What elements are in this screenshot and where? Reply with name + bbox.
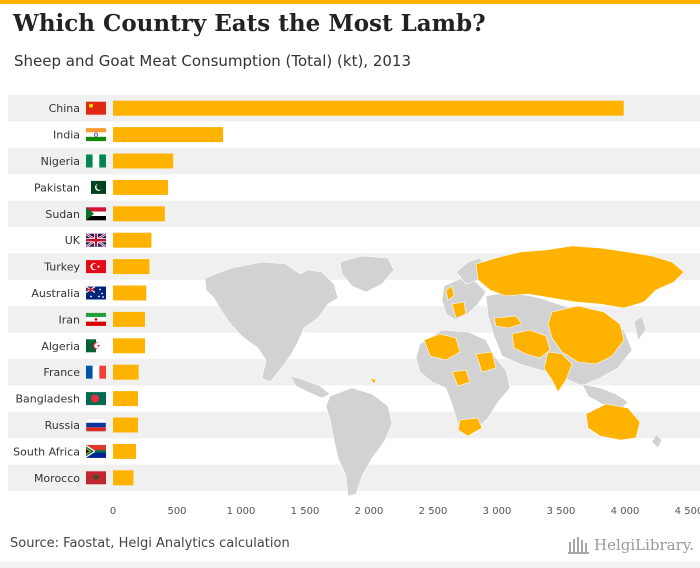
x-tick-label: 3 000	[483, 506, 512, 517]
bar	[113, 259, 150, 275]
map-sudan	[475, 351, 497, 373]
map-algeria-morocco	[423, 333, 461, 361]
map-caribbean	[369, 377, 377, 385]
flag-icon	[86, 312, 106, 326]
category-label: France	[43, 366, 80, 379]
bar	[113, 417, 138, 433]
chart-subtitle: Sheep and Goat Meat Consumption (Total) …	[14, 52, 412, 70]
category-label: Sudan	[45, 208, 80, 221]
category-label: Russia	[45, 419, 80, 432]
map-new-zealand	[651, 433, 663, 449]
x-tick-label: 2 000	[355, 506, 384, 517]
x-tick-label: 3 500	[547, 506, 576, 517]
source-note: Source: Faostat, Helgi Analytics calcula…	[10, 536, 290, 551]
category-label: China	[49, 102, 80, 115]
x-tick-label: 1 000	[227, 506, 256, 517]
flag-icon	[85, 418, 107, 432]
bar	[113, 470, 134, 486]
flags	[85, 101, 107, 485]
map-south-america	[325, 387, 393, 497]
row-stripe	[8, 200, 700, 227]
bar	[113, 338, 145, 354]
category-label: Morocco	[34, 472, 80, 485]
map-turkey	[493, 315, 523, 329]
flag-icon	[86, 339, 106, 353]
flag-icon	[85, 232, 107, 248]
map-pakistan-iran	[511, 329, 551, 359]
map-russia	[475, 245, 685, 309]
category-label: Nigeria	[41, 155, 80, 168]
flag-icon	[86, 260, 106, 274]
category-label: Turkey	[43, 261, 80, 274]
flag-icon	[85, 286, 106, 300]
map-australia	[585, 403, 641, 441]
map-north-america	[204, 261, 339, 383]
flag-icon	[86, 154, 106, 168]
map-nigeria	[451, 369, 471, 387]
category-label: Algeria	[41, 340, 80, 353]
x-tick-label: 4 000	[611, 506, 640, 517]
x-tick-label: 1 500	[291, 506, 320, 517]
bar	[113, 232, 152, 248]
bar-chart: China India Nigeria Pakistan Sudan UK Turkey Au…	[8, 95, 700, 517]
category-label: Pakistan	[34, 181, 80, 194]
bars	[113, 100, 624, 486]
bar	[113, 100, 624, 116]
flag-icon	[86, 471, 106, 485]
library-building-icon	[568, 537, 589, 554]
bar	[113, 127, 224, 143]
map-uk	[445, 285, 455, 301]
flag-icon	[86, 128, 106, 142]
category-label: Australia	[31, 287, 80, 300]
x-tick-label: 0	[110, 506, 116, 517]
map-central-america	[289, 375, 331, 399]
flag-icon	[86, 444, 106, 458]
chart-title: Which Country Eats the Most Lamb?	[13, 10, 486, 37]
map-southeast-asia	[581, 383, 629, 411]
map-india	[543, 351, 573, 393]
map-south-africa	[457, 417, 483, 437]
bar	[113, 443, 137, 459]
bar	[113, 153, 174, 169]
logo-text: HelgiLibrary.	[594, 536, 695, 554]
bar	[113, 285, 147, 301]
category-label: Iran	[59, 313, 81, 326]
flag-icon	[86, 207, 106, 221]
helgi-library-logo[interactable]: HelgiLibrary.	[568, 533, 694, 557]
top-accent-bar	[0, 0, 700, 4]
bar	[113, 179, 169, 195]
flag-icon	[86, 392, 106, 406]
category-label: India	[53, 129, 80, 142]
category-label: South Africa	[13, 445, 80, 458]
world-map	[204, 245, 685, 497]
category-label: UK	[65, 234, 81, 247]
map-greenland	[339, 255, 395, 293]
x-axis-ticks: 0 500 1 000 1 500 2 000 2 500 3 000 3 500 4 000 4…	[110, 506, 700, 517]
x-tick-label: 4 500	[675, 506, 700, 517]
bottom-band	[0, 562, 700, 568]
category-labels: China India Nigeria Pakistan Sudan UK Turkey Au…	[13, 102, 81, 485]
flag-icon	[86, 180, 106, 194]
bar	[113, 391, 138, 407]
map-china	[547, 305, 625, 365]
flag-icon	[86, 365, 106, 379]
map-japan	[633, 315, 647, 341]
row-stripe	[8, 147, 700, 175]
bar	[113, 364, 139, 380]
bar	[113, 206, 165, 222]
x-tick-label: 2 500	[419, 506, 448, 517]
flag-icon	[86, 101, 106, 115]
map-france	[451, 301, 467, 319]
bar	[113, 311, 145, 327]
category-label: Bangladesh	[16, 393, 81, 406]
x-tick-label: 500	[167, 506, 186, 517]
